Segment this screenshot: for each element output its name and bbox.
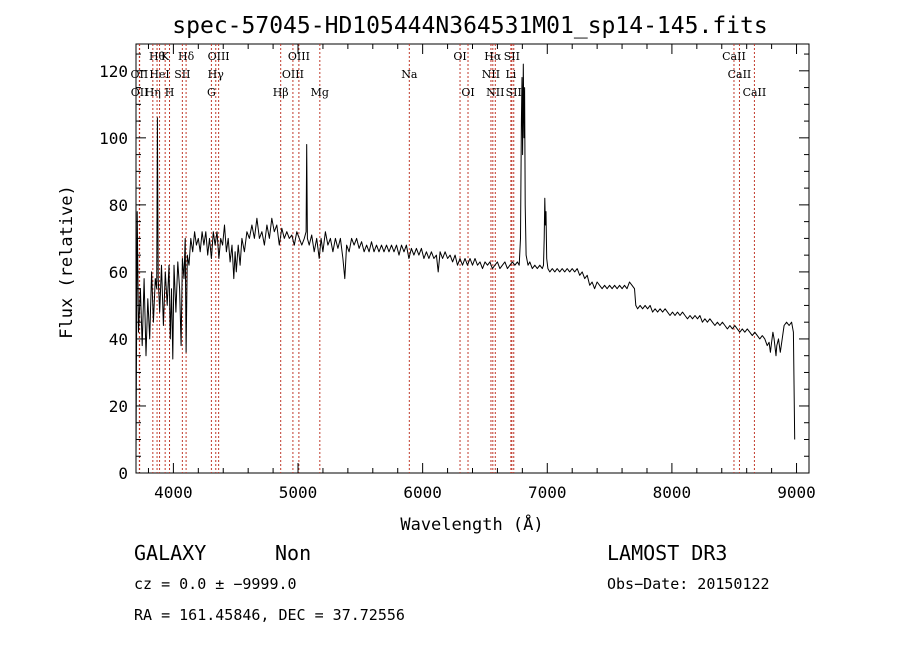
line-label: NII bbox=[482, 68, 500, 81]
line-label: Hα bbox=[484, 50, 502, 63]
line-label: Li bbox=[505, 68, 516, 81]
x-tick-label: 9000 bbox=[777, 483, 816, 502]
survey-name: LAMOST DR3 bbox=[607, 541, 727, 565]
line-label: OIII bbox=[208, 50, 230, 63]
line-label: HeI bbox=[149, 68, 169, 81]
line-label: Na bbox=[401, 68, 418, 81]
line-label: Hθ bbox=[149, 50, 166, 63]
line-label: SII bbox=[174, 68, 190, 81]
spectrum-series bbox=[135, 63, 796, 457]
ra-dec-coordinates: RA = 161.45846, DEC = 37.72556 bbox=[134, 606, 405, 624]
spectral-line-labels: OIIOIIHηHθHeIKHSIIHδGHγOIIIHβOIIIOIIIMgN… bbox=[131, 50, 767, 99]
x-axis-ticks: 4000 5000 6000 7000 8000 9000 bbox=[147, 44, 816, 502]
line-label: Hδ bbox=[178, 50, 195, 63]
line-label: Mg bbox=[311, 86, 329, 99]
x-tick-label: 5000 bbox=[279, 483, 318, 502]
line-label: Hγ bbox=[208, 68, 225, 81]
chart-title: spec-57045-HD105444N364531M01_sp14-145.f… bbox=[172, 13, 767, 39]
y-tick-label: 80 bbox=[109, 196, 128, 215]
redshift-cz: cz = 0.0 ± −9999.0 bbox=[134, 575, 297, 593]
y-tick-label: 120 bbox=[99, 62, 128, 81]
y-tick-label: 20 bbox=[109, 397, 128, 416]
line-label: Hη bbox=[145, 86, 161, 99]
line-label: H bbox=[165, 86, 175, 99]
line-label: OI bbox=[461, 86, 474, 99]
line-label: K bbox=[161, 50, 170, 63]
y-tick-label: 100 bbox=[99, 129, 128, 148]
x-tick-label: 4000 bbox=[154, 483, 193, 502]
x-tick-label: 8000 bbox=[653, 483, 692, 502]
y-axis-label: Flux (relative) bbox=[57, 185, 77, 339]
x-axis-label: Wavelength (Å) bbox=[400, 513, 543, 535]
y-axis-ticks: 0 20 40 60 80 100 120 bbox=[99, 53, 809, 483]
line-label: OIII bbox=[282, 68, 304, 81]
line-label: Hβ bbox=[273, 86, 289, 99]
spectral-line-markers bbox=[138, 44, 755, 473]
line-label: CaII bbox=[722, 50, 746, 63]
y-tick-label: 0 bbox=[118, 464, 128, 483]
line-label: CaII bbox=[743, 86, 767, 99]
line-label: G bbox=[207, 86, 216, 99]
line-label: OIII bbox=[288, 50, 310, 63]
object-subclass: Non bbox=[275, 541, 311, 565]
object-class: GALAXY bbox=[134, 541, 206, 565]
line-label: OII bbox=[131, 68, 149, 81]
line-label: OII bbox=[131, 86, 149, 99]
spectrum-line bbox=[135, 63, 796, 457]
line-label: OI bbox=[453, 50, 466, 63]
observation-date: Obs−Date: 20150122 bbox=[607, 575, 770, 593]
line-label: NII bbox=[486, 86, 504, 99]
line-label: SII bbox=[506, 86, 522, 99]
line-label: SII bbox=[504, 50, 520, 63]
y-tick-label: 60 bbox=[109, 263, 128, 282]
x-tick-label: 7000 bbox=[528, 483, 567, 502]
x-tick-label: 6000 bbox=[403, 483, 442, 502]
line-label: CaII bbox=[728, 68, 752, 81]
y-tick-label: 40 bbox=[109, 330, 128, 349]
